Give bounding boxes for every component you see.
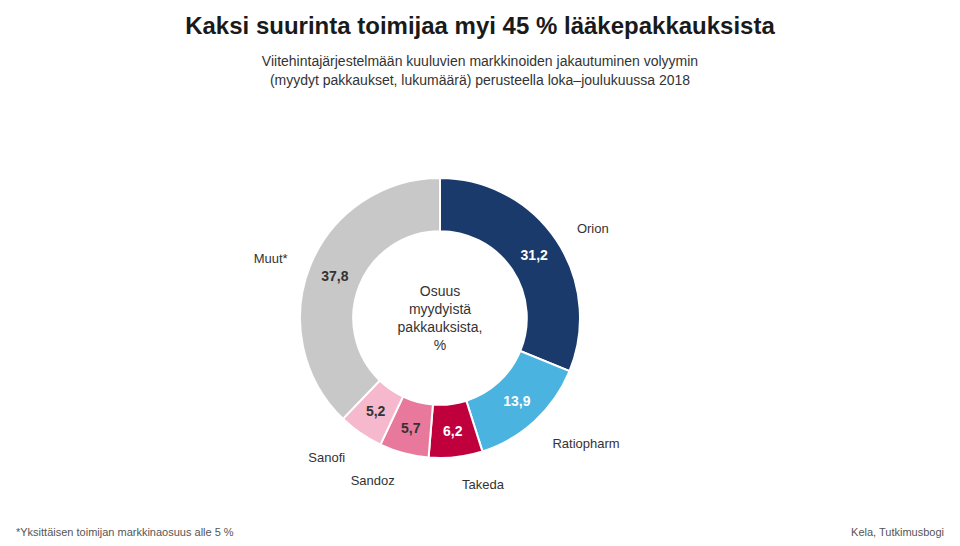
text-line: % (434, 337, 446, 353)
subtitle: Viitehintajärjestelmään kuuluvien markki… (262, 53, 698, 88)
chart-container: Kaksi suurinta toimijaa myi 45 % lääkepa… (0, 0, 960, 546)
text-line: Osuus (420, 283, 460, 299)
category-label: Muut* (254, 251, 288, 266)
value-label: 5,2 (366, 403, 386, 419)
slice (440, 178, 580, 371)
slice (429, 401, 483, 458)
category-label: Takeda (462, 477, 505, 492)
text-line: myydyistä (409, 301, 471, 317)
text-line: pakkauksista, (398, 319, 483, 335)
category-label: Sandoz (351, 473, 395, 488)
footnote: *Yksittäisen toimijan markkinaosuus alle… (16, 526, 234, 538)
value-label: 37,8 (321, 268, 348, 284)
text-line: (myydyt pakkaukset, lukumäärä) perusteel… (270, 72, 690, 88)
category-label: Ratiopharm (552, 436, 619, 451)
value-label: 5,7 (401, 420, 421, 436)
page: Chart html, body { margin: 0; padding: 0… (0, 0, 960, 546)
text-line: Viitehintajärjestelmään kuuluvien markki… (262, 53, 698, 69)
value-label: 31,2 (521, 247, 548, 263)
category-label: Orion (577, 221, 609, 236)
slices (300, 178, 580, 458)
chart-svg: Kaksi suurinta toimijaa myi 45 % lääkepa… (0, 0, 960, 546)
category-label: Sanofi (308, 450, 345, 465)
title: Kaksi suurinta toimijaa myi 45 % lääkepa… (185, 12, 775, 39)
labels: 31,2 Orion 13,9 Ratiopharm 6,2 Takeda 5,7 Sando… (254, 221, 620, 492)
center-text: Osuus myydyistä pakkauksista,% (398, 283, 483, 353)
page-body: {"chart_data": {"type": "donut", "title"… (0, 0, 960, 546)
source: Kela, Tutkimusbogi (851, 526, 944, 538)
value-label: 13,9 (503, 393, 530, 409)
value-label: 6,2 (443, 423, 463, 439)
